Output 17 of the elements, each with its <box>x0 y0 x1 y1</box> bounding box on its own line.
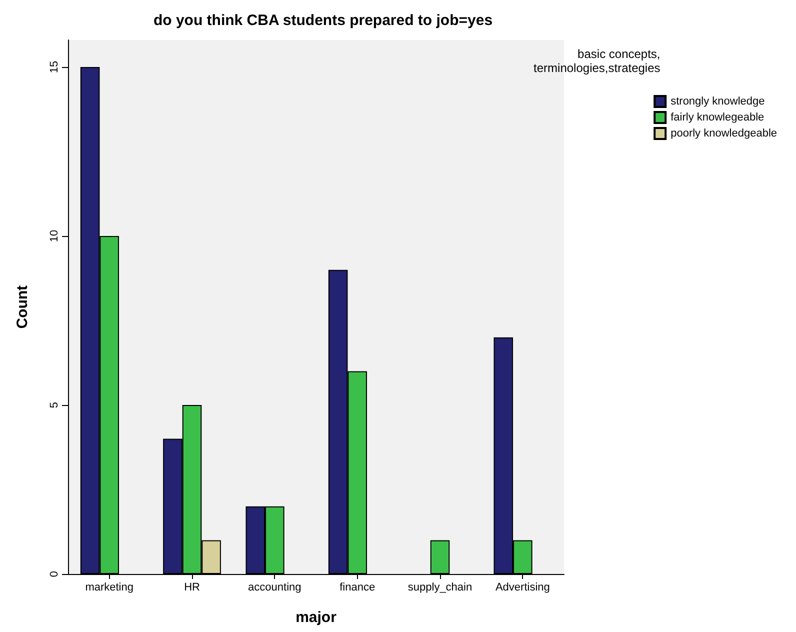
y-axis-title: Count <box>14 285 31 329</box>
y-tick-label: 0 <box>48 570 60 578</box>
legend-label: strongly knowledge <box>670 96 765 108</box>
x-tick-label: HR <box>184 582 200 594</box>
legend-label: poorly knowledgeable <box>670 128 778 140</box>
y-tick-label: 10 <box>48 230 60 242</box>
chart-title: do you think CBA students prepared to job=yes <box>153 12 493 29</box>
x-tick-label: accounting <box>248 582 302 594</box>
x-tick-label: supply_chain <box>408 582 472 594</box>
legend-title: basic concepts, terminologies,strategies <box>534 47 660 75</box>
y-tick-label: 15 <box>48 60 60 74</box>
y-tick-label: 5 <box>48 402 60 408</box>
x-axis-title: major <box>296 609 337 626</box>
x-tick-label: finance <box>340 582 376 594</box>
x-tick-label: marketing <box>85 582 134 594</box>
x-tick-label: Advertising <box>495 582 550 594</box>
legend-label: fairly knowlegeable <box>670 112 764 124</box>
